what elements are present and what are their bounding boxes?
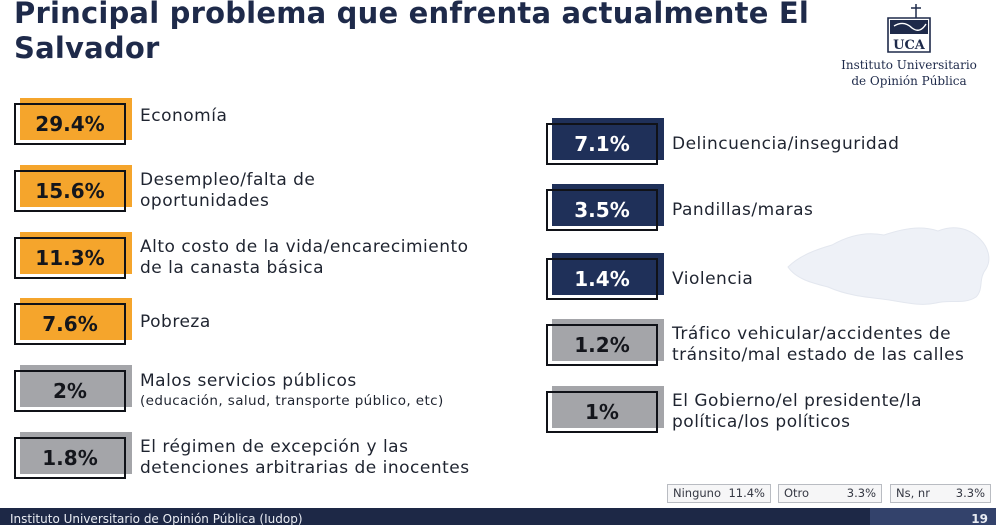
problem-item: 1.8% El régimen de excepción y las detenc… bbox=[14, 432, 470, 479]
problem-label-text: Economía bbox=[140, 105, 228, 126]
problem-item: 1.4% Violencia bbox=[546, 253, 753, 300]
svg-text:UCA: UCA bbox=[893, 38, 926, 53]
problem-label: El Gobierno/el presidente/la política/lo… bbox=[672, 391, 922, 433]
value-label: 3.5% bbox=[574, 198, 630, 222]
problem-label: Pobreza bbox=[140, 312, 211, 333]
problem-item: 2% Malos servicios públicos (educación, sa… bbox=[14, 365, 444, 412]
value-box: 1.4% bbox=[546, 253, 664, 300]
value-label: 15.6% bbox=[35, 179, 105, 203]
problem-label: Violencia bbox=[672, 269, 753, 290]
footer-accent bbox=[870, 508, 996, 525]
other-response-label: Ns, nr bbox=[896, 486, 930, 500]
value-label: 2% bbox=[53, 379, 87, 403]
problem-item: 15.6% Desempleo/falta de oportunidades bbox=[14, 165, 315, 212]
problem-label: Delincuencia/inseguridad bbox=[672, 134, 899, 155]
value-label: 7.6% bbox=[42, 312, 98, 336]
other-response-label: Otro bbox=[784, 486, 810, 500]
problem-label-text: Alto costo de la vida/encarecimiento de … bbox=[140, 237, 469, 278]
logo-text-line2: de Opinión Pública bbox=[851, 74, 967, 88]
other-response-value: 3.3% bbox=[846, 486, 876, 500]
problem-label-text: Tráfico vehicular/accidentes de tránsito… bbox=[672, 324, 965, 365]
other-response-label: Ninguno bbox=[673, 486, 721, 500]
value-box: 11.3% bbox=[14, 232, 132, 279]
other-response-value: 3.3% bbox=[955, 486, 985, 500]
logo-text-line1: Instituto Universitario bbox=[841, 58, 977, 72]
problem-item: 1% El Gobierno/el presidente/la política/… bbox=[546, 386, 922, 433]
value-label: 1.2% bbox=[574, 333, 630, 357]
value-box: 7.6% bbox=[14, 298, 132, 345]
problem-label-text: El régimen de excepción y las detencione… bbox=[140, 437, 470, 478]
problem-label: Desempleo/falta de oportunidades bbox=[140, 170, 315, 212]
problem-label-text: Desempleo/falta de oportunidades bbox=[140, 170, 316, 211]
uca-emblem-icon: UCA bbox=[887, 4, 931, 53]
problem-label-text: Malos servicios públicos bbox=[140, 371, 357, 391]
problem-item: 29.4% Economía bbox=[14, 98, 227, 145]
value-box: 1.2% bbox=[546, 319, 664, 366]
problem-label-text: Pobreza bbox=[140, 311, 211, 332]
page-title: Principal problema que enfrenta actualme… bbox=[14, 0, 810, 65]
problem-item: 7.1% Delincuencia/inseguridad bbox=[546, 118, 899, 165]
value-label: 1% bbox=[585, 400, 619, 424]
value-label: 7.1% bbox=[574, 132, 630, 156]
value-box: 15.6% bbox=[14, 165, 132, 212]
problem-label: Pandillas/maras bbox=[672, 200, 813, 221]
value-box: 2% bbox=[14, 365, 132, 412]
value-box: 7.1% bbox=[546, 118, 664, 165]
problem-item: 7.6% Pobreza bbox=[14, 298, 211, 345]
problem-label-text: Violencia bbox=[672, 268, 754, 289]
problem-sublabel: (educación, salud, transporte público, e… bbox=[140, 393, 444, 409]
other-response-value: 11.4% bbox=[728, 486, 765, 500]
problem-label: Malos servicios públicos (educación, salu… bbox=[140, 371, 444, 411]
page-number: 19 bbox=[971, 512, 988, 525]
other-response-box: Ns, nr 3.3% bbox=[890, 484, 991, 503]
other-response-box: Ninguno 11.4% bbox=[667, 484, 771, 503]
problem-label: Alto costo de la vida/encarecimiento de … bbox=[140, 237, 469, 279]
problem-label-text: Delincuencia/inseguridad bbox=[672, 133, 900, 154]
value-box: 1.8% bbox=[14, 432, 132, 479]
problem-item: 11.3% Alto costo de la vida/encarecimient… bbox=[14, 232, 469, 279]
problem-label: Tráfico vehicular/accidentes de tránsito… bbox=[672, 324, 964, 366]
value-label: 1.4% bbox=[574, 267, 630, 291]
value-box: 29.4% bbox=[14, 98, 132, 145]
value-label: 11.3% bbox=[35, 246, 105, 270]
footer-text: Instituto Universitario de Opinión Públi… bbox=[10, 512, 303, 525]
value-label: 29.4% bbox=[35, 112, 105, 136]
problem-label: Economía bbox=[140, 106, 227, 127]
footer-bar: Instituto Universitario de Opinión Públi… bbox=[0, 508, 996, 525]
problem-label: El régimen de excepción y las detencione… bbox=[140, 437, 470, 479]
problem-item: 1.2% Tráfico vehicular/accidentes de trán… bbox=[546, 319, 964, 366]
value-box: 1% bbox=[546, 386, 664, 433]
problem-label-text: Pandillas/maras bbox=[672, 199, 814, 220]
value-box: 3.5% bbox=[546, 184, 664, 231]
iudop-logo: UCA Instituto Universitario de Opinión P… bbox=[834, 4, 984, 94]
other-response-box: Otro 3.3% bbox=[778, 484, 882, 503]
value-label: 1.8% bbox=[42, 446, 98, 470]
problem-item: 3.5% Pandillas/maras bbox=[546, 184, 813, 231]
problem-label-text: El Gobierno/el presidente/la política/lo… bbox=[672, 391, 923, 432]
el-salvador-map-icon bbox=[787, 227, 990, 305]
